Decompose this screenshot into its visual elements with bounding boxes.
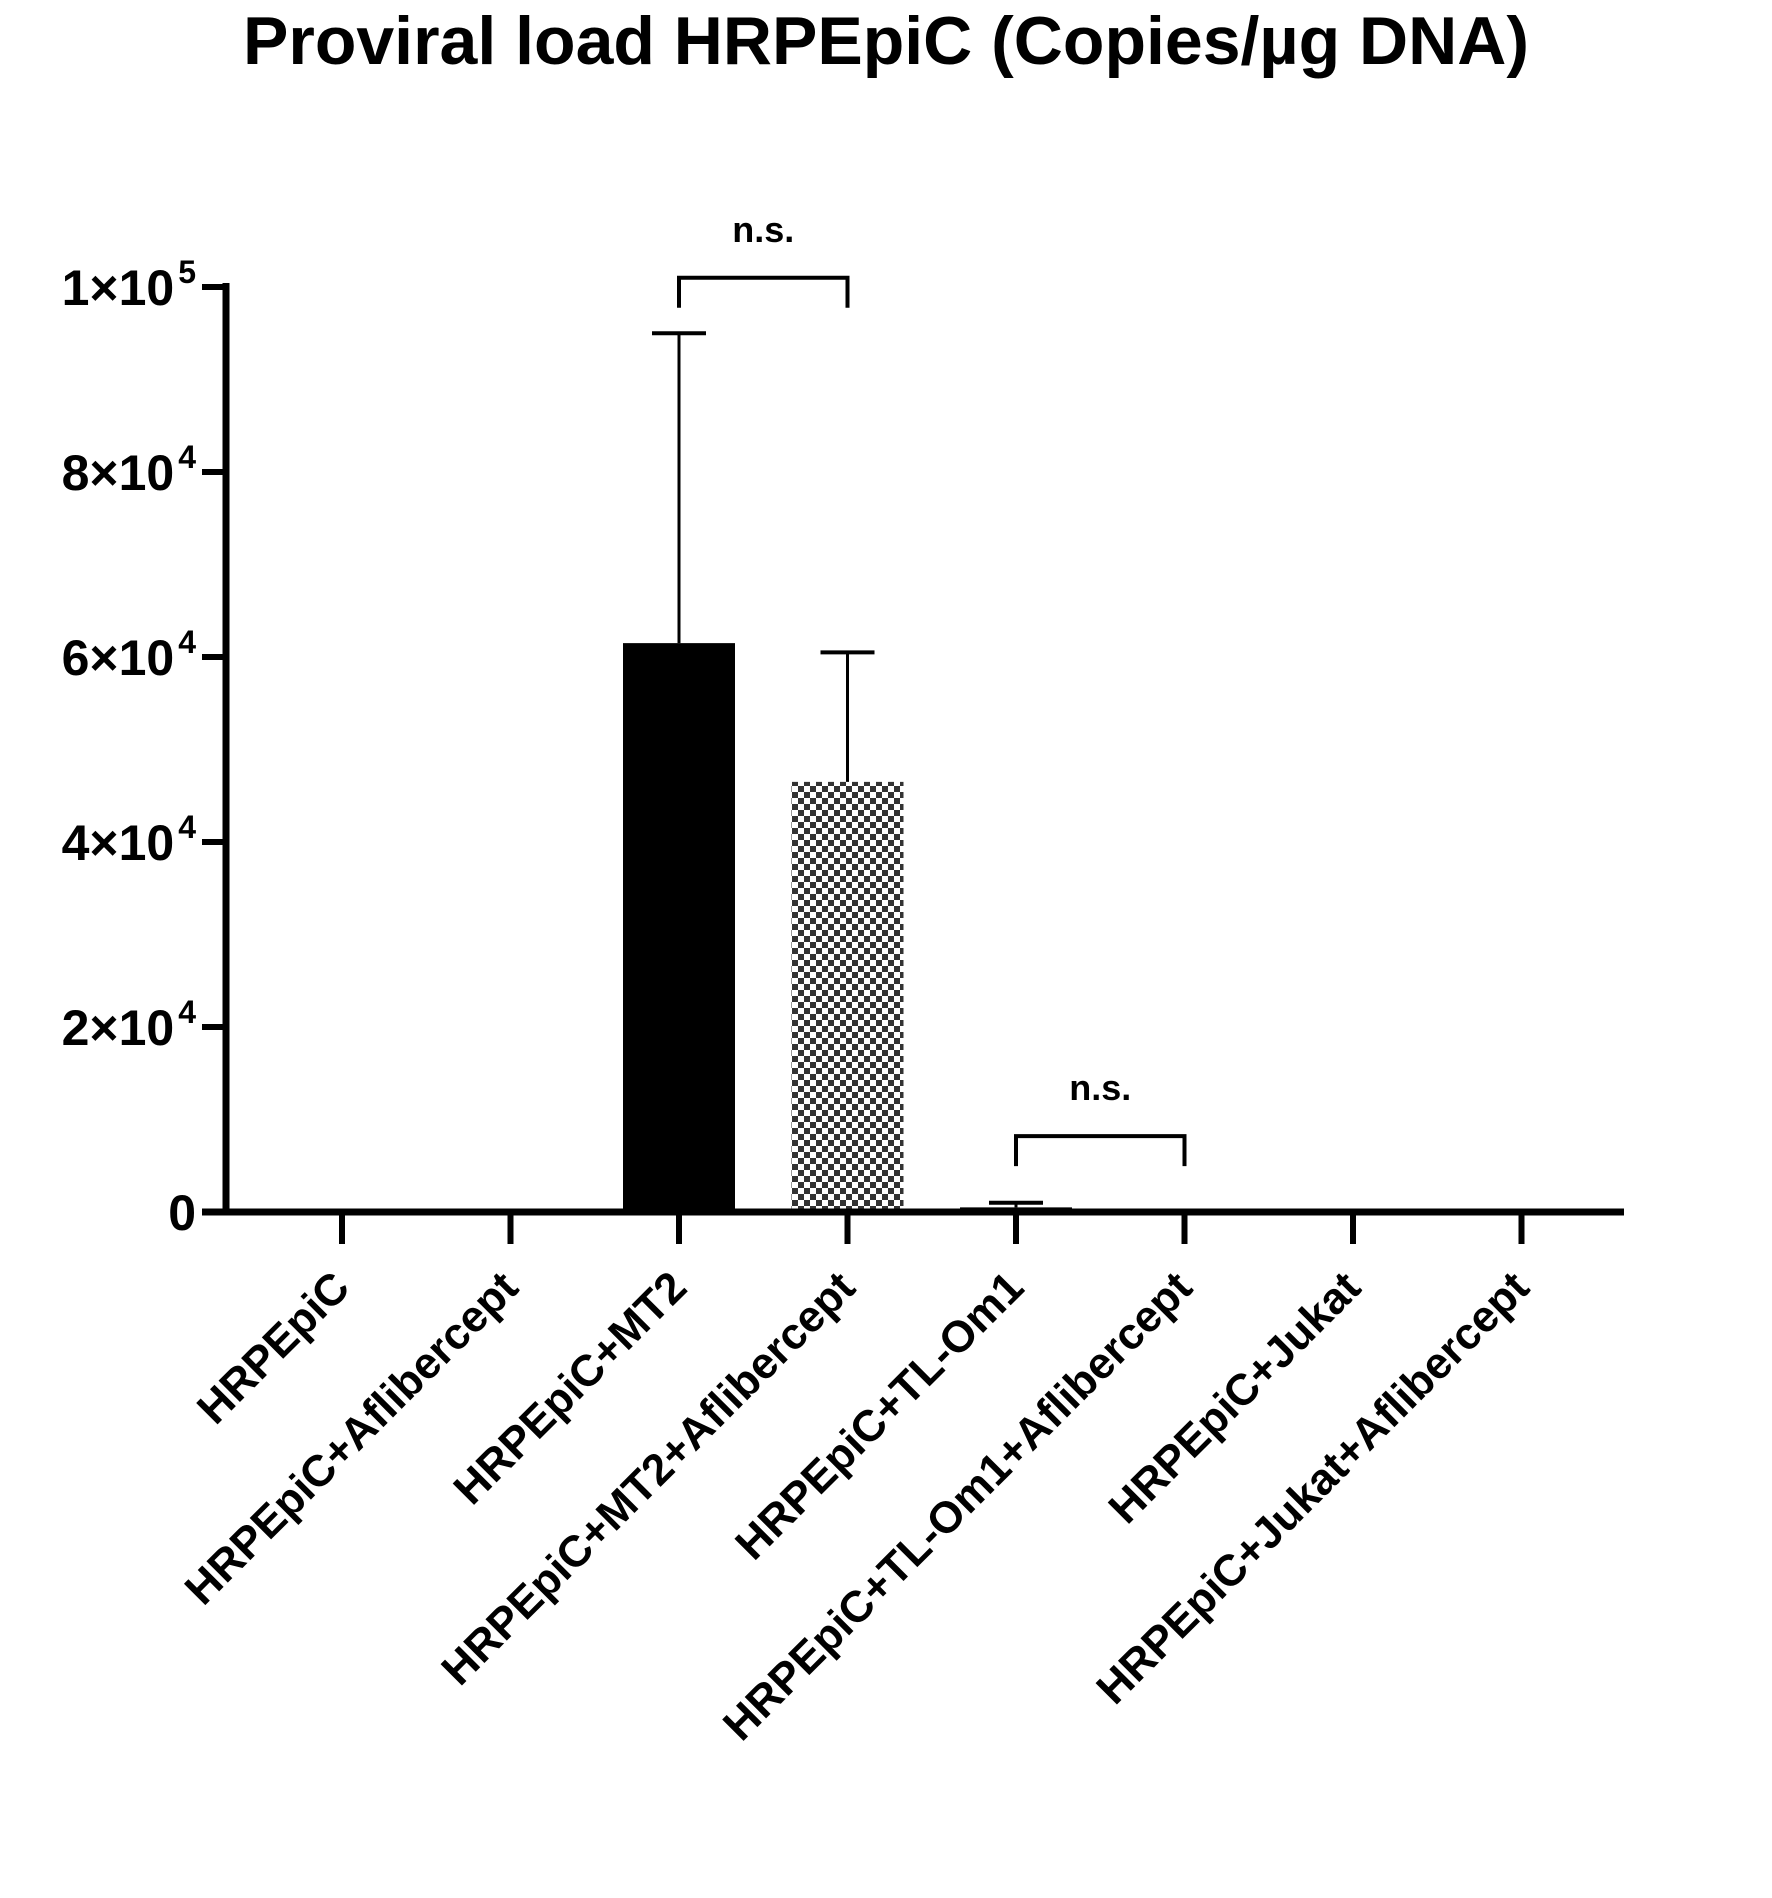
y-tick-mantissa: 0 bbox=[168, 1185, 196, 1241]
x-tick-label: HRPEpiC bbox=[188, 1262, 359, 1433]
significance-bracket-2 bbox=[1014, 1134, 1187, 1167]
y-tick-label: 4×10 4 bbox=[62, 809, 197, 871]
y-tick-label: 8×10 4 bbox=[62, 439, 197, 501]
bar-4 bbox=[791, 781, 904, 1212]
significance-bracket-1 bbox=[677, 275, 850, 308]
y-tick-mantissa: 6×10 bbox=[62, 630, 175, 686]
x-tick-label: HRPEpiC+Aflibercept bbox=[176, 1262, 528, 1614]
y-tick-label: 1×10 5 bbox=[62, 254, 196, 316]
y-tick-mantissa: 8×10 bbox=[62, 445, 175, 501]
y-tick-exponent: 4 bbox=[178, 439, 196, 475]
significance-label-2: n.s. bbox=[1069, 1067, 1131, 1108]
y-tick-label: 2×10 4 bbox=[62, 994, 197, 1056]
y-tick-label: 0 bbox=[168, 1185, 196, 1241]
y-tick-exponent: 4 bbox=[178, 624, 196, 660]
x-tick-label: HRPEpiC+TL-Om1 bbox=[726, 1262, 1033, 1569]
significance-label-1: n.s. bbox=[732, 209, 794, 250]
y-tick-label: 6×10 4 bbox=[62, 624, 197, 686]
y-tick-exponent: 5 bbox=[178, 254, 196, 290]
chart-title: Proviral load HRPEpiC (Copies/µg DNA) bbox=[243, 3, 1529, 79]
plot-area: 02×10 44×10 46×10 48×10 41×10 5HRPEpiCHRPEpiC… bbox=[62, 209, 1624, 1750]
bar-3 bbox=[623, 643, 735, 1212]
y-tick-exponent: 4 bbox=[178, 994, 196, 1030]
y-tick-mantissa: 2×10 bbox=[62, 1000, 175, 1056]
y-tick-mantissa: 1×10 bbox=[62, 260, 175, 316]
y-tick-exponent: 4 bbox=[178, 809, 196, 845]
y-tick-mantissa: 4×10 bbox=[62, 815, 175, 871]
